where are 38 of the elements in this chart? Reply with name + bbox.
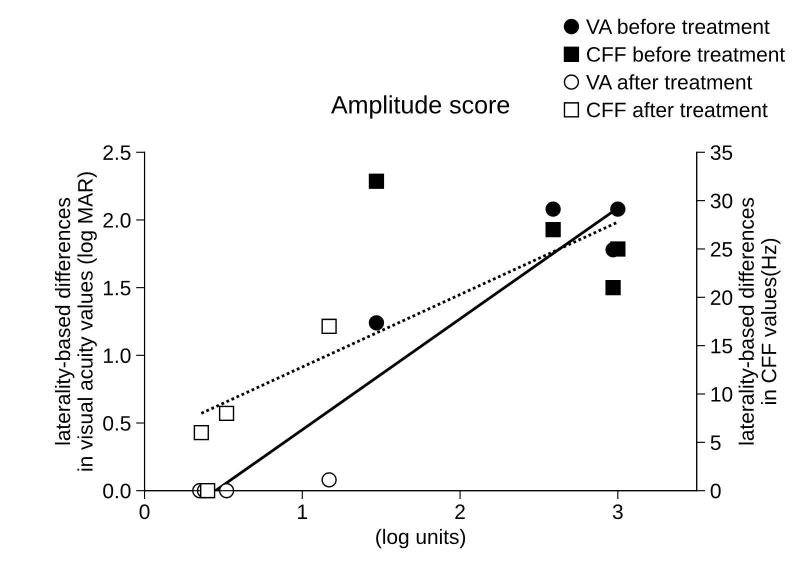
legend-label: CFF before treatment (587, 46, 785, 62)
y-axis-title: laterality-based differences in visual acuity values (log MAR) (54, 172, 97, 471)
point (610, 241, 626, 257)
legend-label: CFF after treatment (587, 102, 768, 118)
y2-tick-label: 0 (710, 484, 721, 498)
x-tick-label: 3 (612, 504, 623, 520)
y2-tick-label: 25 (710, 242, 732, 257)
point (605, 280, 621, 296)
y2-tick-label: 30 (710, 194, 732, 208)
y-tick-label: 0.5 (103, 416, 130, 431)
y2-tick-label: 10 (711, 386, 732, 402)
y2-tick-label: 20 (710, 290, 732, 306)
y2-axis-title: laterality-based differences in CFF values(Hz) (738, 198, 780, 444)
point (545, 201, 561, 217)
point (368, 174, 384, 189)
point (321, 318, 337, 334)
point (194, 425, 209, 440)
x-axis-title: (log units) (376, 528, 466, 548)
point (218, 483, 234, 498)
point (321, 472, 337, 488)
point (368, 315, 384, 330)
legend-label: VA after treatment (586, 74, 752, 90)
legend-label: VA before treatment (586, 18, 770, 34)
x-tick-label: 2 (455, 504, 465, 519)
y2-tick-label: 35 (710, 145, 732, 160)
point (545, 222, 561, 238)
x-tick-label: 1 (298, 504, 308, 519)
y2-tick-label: 5 (710, 436, 721, 450)
point (218, 406, 234, 421)
point (610, 201, 626, 217)
chart-title: Amplitude score (331, 95, 510, 119)
y-tick-label: 0.0 (103, 484, 131, 498)
y-tick-label: 1.5 (104, 280, 130, 296)
y-tick-label: 2.5 (103, 145, 130, 160)
y-tick-label: 2.0 (103, 212, 131, 228)
x-tick-label: 0 (140, 504, 150, 520)
y2-tick-label: 15 (711, 338, 732, 354)
y-tick-label: 1.0 (104, 348, 131, 364)
